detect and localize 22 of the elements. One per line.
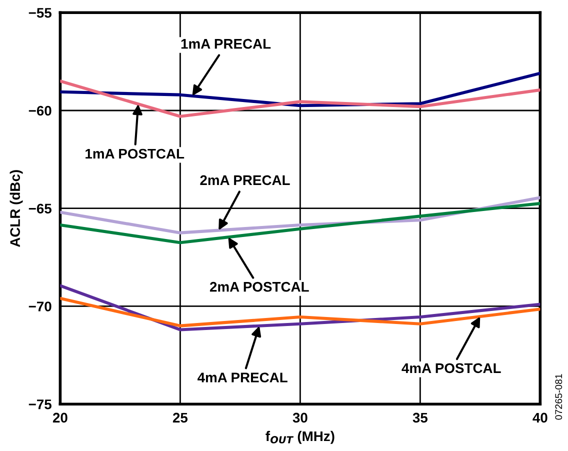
x-axis-title: f$_{OUT}$ (MHz) (266, 430, 334, 444)
text: 2mA POSTCAL (210, 282, 309, 292)
y-tick-label: −70 (28, 302, 52, 312)
line-series (60, 202, 540, 244)
text: 4mA POSTCAL (402, 363, 501, 374)
x-tick-label: 40 (532, 412, 548, 423)
x-tick-label: 30 (292, 412, 308, 423)
y-tick-label: −55 (28, 8, 52, 18)
text: 07265-081 (555, 374, 562, 420)
y-tick-label: −75 (28, 400, 52, 410)
y-tick-label: −65 (28, 204, 52, 214)
y-tick-label: −60 (28, 106, 52, 116)
text: 1mA PRECAL (181, 38, 271, 49)
line-series (60, 80, 540, 118)
text: 1mA POSTCAL (86, 148, 184, 159)
y-axis-title: ACLR (dBc) (10, 170, 23, 247)
x-tick-label: 20 (52, 412, 68, 423)
x-tick-label: 25 (172, 412, 188, 423)
text: 4mA PRECAL (198, 372, 288, 382)
x-tick-label: 35 (412, 412, 428, 423)
line-series (60, 296, 540, 328)
text: 2mA PRECAL (200, 175, 290, 186)
